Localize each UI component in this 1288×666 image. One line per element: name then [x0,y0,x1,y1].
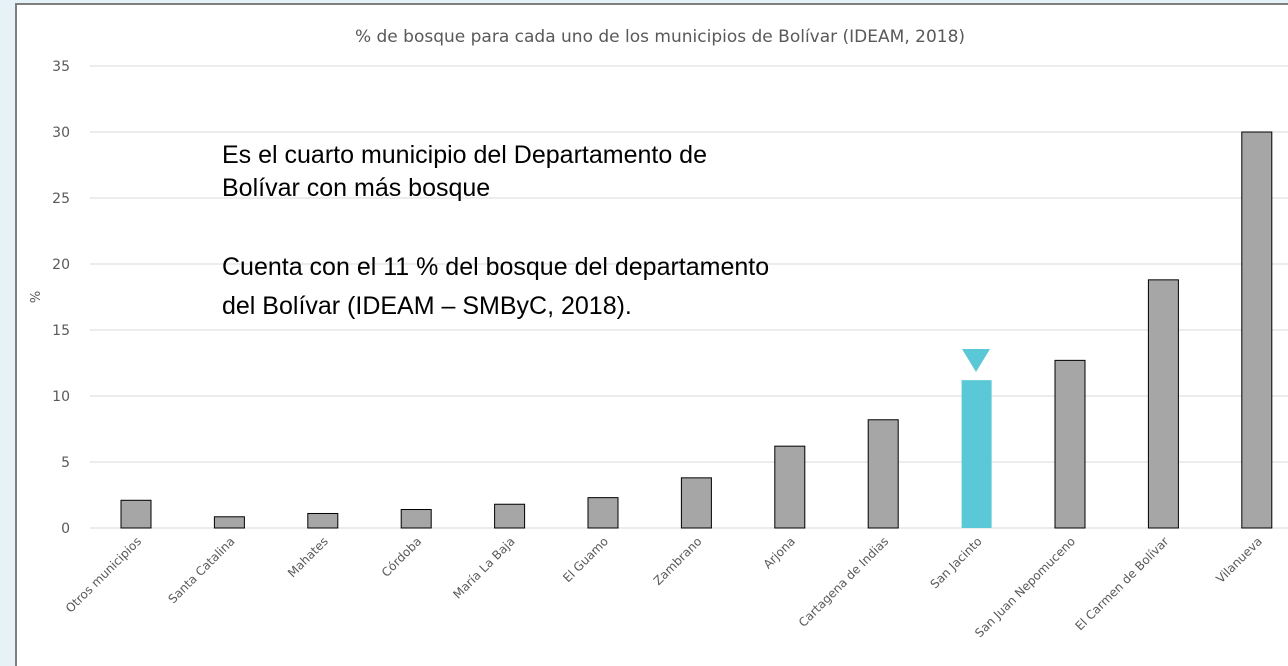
bar [774,445,806,529]
chart-title: % de bosque para cada uno de los municip… [355,27,965,47]
y-tick-label: 0 [61,521,70,537]
y-axis-label: % [29,291,44,303]
bars [120,131,1273,529]
y-tick-label: 5 [61,455,70,471]
y-tick-label: 30 [52,125,70,141]
highlight-marker [962,349,990,372]
y-tick-label: 35 [52,59,70,75]
annotation-line: Es el cuarto municipio del Departamento … [222,141,707,169]
annotation-line: Cuenta con el 11 % del bosque del depart… [222,253,769,281]
y-tick-label: 15 [52,323,70,339]
y-tick-label: 20 [52,257,70,273]
bar [1054,359,1086,529]
annotation-line: Bolívar con más bosque [222,174,490,202]
annotation: Es el cuarto municipio del Departamento … [222,141,769,320]
bar [867,419,899,529]
bar [1147,279,1179,529]
bar [307,512,339,529]
annotation-line: del Bolívar (IDEAM – SMByC, 2018). [222,292,632,320]
bar [587,497,619,529]
bar [961,380,992,528]
bar [213,516,245,529]
bar [680,477,712,529]
bar [400,509,432,529]
bar [120,499,152,529]
bar [1241,131,1273,529]
bar [494,503,526,529]
y-tick-label: 10 [52,389,70,405]
chart-panel [15,3,1288,666]
y-tick-label: 25 [52,191,70,207]
